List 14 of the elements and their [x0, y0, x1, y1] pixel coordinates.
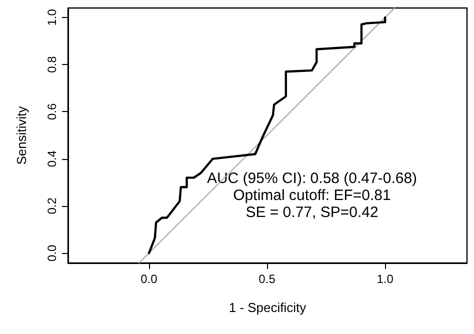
x-tick-label: 1.0 [376, 272, 394, 286]
y-tick-label: 0.0 [45, 244, 59, 262]
y-tick-label: 0.2 [45, 197, 59, 214]
annotation: SE = 0.77, SP=0.42 [246, 204, 378, 221]
y-tick-label: 0.8 [45, 56, 59, 73]
annotation: AUC (95% CI): 0.58 (0.47-0.68) [206, 170, 418, 187]
x-axis-title: 1 - Specificity [228, 300, 307, 315]
x-tick-label: 0.5 [258, 272, 276, 286]
y-tick-label: 0.4 [45, 150, 59, 168]
y-tick-label: 0.6 [45, 103, 59, 120]
annotation: Optimal cutoff: EF=0.81 [233, 187, 391, 204]
y-tick-label: 1.0 [45, 8, 59, 26]
x-tick-label: 0.0 [140, 272, 158, 286]
y-axis-title: Sensitivity [14, 106, 29, 165]
